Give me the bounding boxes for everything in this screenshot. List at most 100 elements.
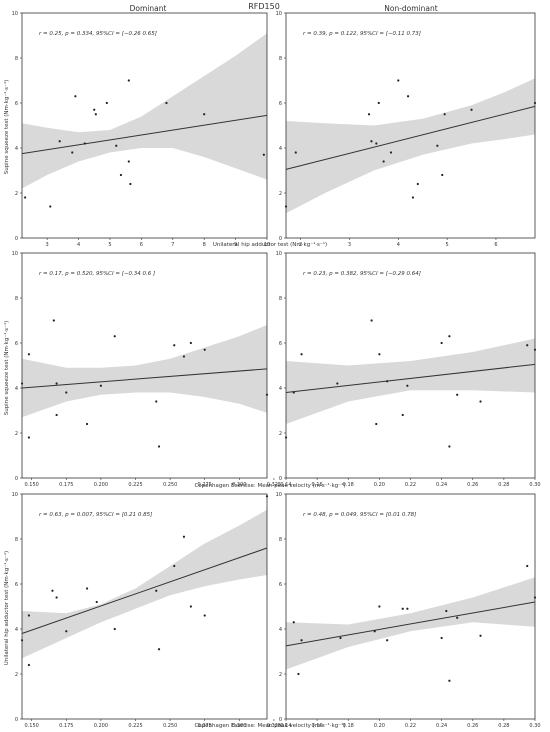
data-point <box>189 341 192 345</box>
data-point <box>52 319 55 322</box>
data-point <box>406 607 409 610</box>
y-tick-label: 0 <box>15 236 18 242</box>
x-tick-label: 6 <box>494 242 497 248</box>
data-point <box>300 353 303 356</box>
y-tick-label: 0 <box>279 717 282 723</box>
row2-xlabel: Copenhagen Exercise: Mean peak velocity … <box>194 482 345 489</box>
x-tick-label: 0.175 <box>59 482 73 488</box>
x-tick-label: 0.275 <box>198 723 212 729</box>
panel-6: 0 2 4 6 8 10 0.14 0.16 0.18 0.20 0.22 0.24 0.26 0.28 0… <box>276 492 541 729</box>
data-point <box>27 614 31 617</box>
data-point <box>386 639 389 642</box>
ci-band <box>286 577 535 670</box>
regression-line <box>285 601 536 647</box>
col-title-non-dominant: Non-dominant <box>384 4 438 13</box>
x-tick-label: 0.275 <box>198 482 212 488</box>
y-tick-label: 2 <box>279 672 282 678</box>
y-tick-label: 10 <box>276 492 282 498</box>
data-point <box>165 101 168 105</box>
x-tick-label: 0.325 <box>267 482 281 488</box>
data-point <box>294 151 297 154</box>
ci-band <box>22 509 267 659</box>
data-point <box>443 113 446 116</box>
data-point <box>456 393 459 396</box>
data-point <box>203 348 206 351</box>
data-point <box>49 205 52 208</box>
x-tick-label: 0.14 <box>280 482 291 488</box>
stats-annotation: r = 0.39, p = 0.122, 95%CI = [−0.11 0.73… <box>303 31 421 37</box>
data-point <box>297 672 300 676</box>
panel-1: 0 2 4 6 8 10 3 4 5 6 7 8 9 10 r = 0.25, p = 0.334, 95%… <box>12 11 271 248</box>
data-point <box>203 113 206 116</box>
panel-3: 0 2 4 6 8 10 0.150 0.175 0.200 0.225 0.250 0.275 0.3… <box>12 251 281 488</box>
x-tick-label: 0.225 <box>128 482 142 488</box>
x-tick-label: 0.150 <box>25 482 39 488</box>
axes-frame <box>21 12 268 239</box>
data-point <box>367 113 371 116</box>
stats-annotation: r = 0.63, p = 0.007, 95%CI = [0.21 0.85] <box>39 512 152 518</box>
x-tick-label: 0.30 <box>529 723 540 729</box>
data-point <box>94 113 97 116</box>
data-point <box>378 605 381 608</box>
x-tick-label: 5 <box>446 242 449 248</box>
x-tick-label: 0.22 <box>405 482 416 488</box>
y-tick-label: 4 <box>279 627 282 633</box>
data-point <box>85 422 89 426</box>
panel-5: 0 2 4 6 8 10 0.150 0.175 0.200 0.225 0.250 0.275 0.3… <box>12 492 281 729</box>
data-point <box>336 382 339 385</box>
x-tick-label: 5 <box>108 242 111 248</box>
x-tick-label: 0.18 <box>343 723 354 729</box>
y-tick-label: 10 <box>12 11 18 17</box>
data-point <box>65 391 68 394</box>
data-point <box>203 614 206 617</box>
data-point <box>27 663 31 667</box>
data-point <box>95 600 98 604</box>
data-point <box>292 621 295 624</box>
row1-ylabel: Supine squeeze test (Nm·kg⁻¹·s⁻¹) <box>3 80 10 175</box>
x-tick-label: 0.26 <box>467 723 478 729</box>
regression-line <box>21 368 268 389</box>
row3-ylabel: Unilateral hip adductor test (Nm·kg⁻¹·s⁻… <box>3 551 10 665</box>
data-point <box>401 413 404 417</box>
data-point <box>375 142 378 145</box>
data-point <box>386 380 389 383</box>
x-tick-label: 0.175 <box>59 723 73 729</box>
data-point <box>406 384 409 387</box>
data-point <box>479 634 482 637</box>
stats-annotation: r = 0.17, p = 0.520, 95%CI = [−0.34 0.6 … <box>39 271 155 277</box>
axes-frame <box>21 493 268 720</box>
x-tick-label: 0.14 <box>280 723 291 729</box>
x-tick-label: 2 <box>299 242 302 248</box>
y-tick-label: 4 <box>279 146 282 152</box>
data-point <box>182 355 186 358</box>
data-point <box>127 160 130 163</box>
data-point <box>389 151 393 154</box>
y-tick-label: 6 <box>279 341 282 347</box>
data-point <box>479 400 482 403</box>
data-point <box>55 596 58 599</box>
data-point <box>83 142 86 145</box>
data-point <box>339 636 342 640</box>
y-tick-label: 8 <box>15 537 18 543</box>
y-tick-label: 4 <box>15 627 18 633</box>
data-point <box>401 607 404 610</box>
col-title-dominant: Dominant <box>130 4 167 13</box>
y-tick-label: 8 <box>279 537 282 543</box>
row3-xlabel: Copenhagen Exercise: Mean peak velocity … <box>194 722 345 729</box>
regression-line <box>285 363 536 393</box>
data-point <box>173 344 176 347</box>
stats-annotation: r = 0.23, p = 0.382, 95%CI = [−0.29 0.64… <box>303 271 421 277</box>
x-tick-label: 8 <box>203 242 206 248</box>
y-tick-label: 6 <box>279 101 282 107</box>
data-point <box>182 535 186 538</box>
data-point <box>105 101 108 105</box>
y-tick-label: 0 <box>15 476 18 482</box>
figure-suptitle: RFD150 <box>248 2 280 11</box>
y-tick-label: 2 <box>15 672 18 678</box>
axes-frame <box>21 252 268 479</box>
ci-band <box>22 325 267 418</box>
data-point <box>300 639 303 642</box>
data-point <box>440 341 443 345</box>
row1-xlabel: Unilateral hip adductor test (Nm·kg⁻¹·s⁻… <box>213 241 327 248</box>
data-point <box>470 108 473 111</box>
